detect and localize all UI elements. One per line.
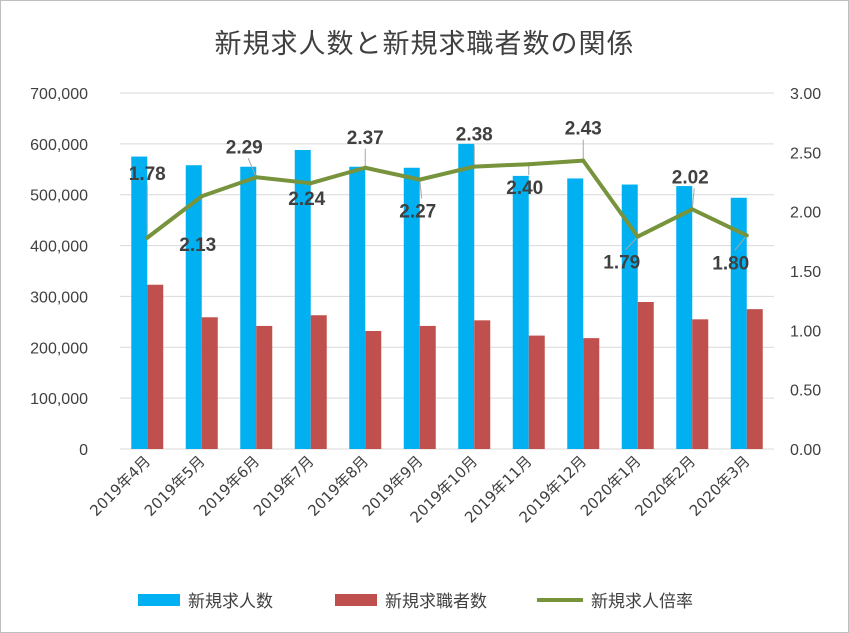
leader-line bbox=[691, 188, 695, 210]
bar-new-job-openings bbox=[131, 156, 148, 450]
ratio-data-label: 2.02 bbox=[672, 167, 709, 188]
ratio-point bbox=[145, 235, 150, 240]
bar-new-job-openings bbox=[403, 167, 420, 449]
y-right-tick-label: 0.00 bbox=[790, 442, 821, 459]
leader-lines bbox=[146, 139, 748, 251]
y-left-tick-label: 100,000 bbox=[30, 391, 88, 408]
legend-label: 新規求人数 bbox=[188, 592, 273, 612]
y-right-tick-label: 2.50 bbox=[790, 145, 821, 162]
ratio-point bbox=[363, 165, 368, 170]
bar-new-job-seekers bbox=[147, 284, 164, 449]
ratio-point bbox=[526, 162, 531, 167]
bar-new-job-seekers bbox=[310, 315, 327, 449]
legend-item: 新規求人数 bbox=[138, 592, 273, 612]
ratio-point bbox=[199, 194, 204, 199]
y-left-ticks: 0 100,000 200,000 300,000 400,000 500,000 600,… bbox=[30, 86, 88, 459]
bar-new-job-openings bbox=[567, 178, 584, 449]
bar-new-job-seekers bbox=[746, 309, 763, 449]
ratio-point bbox=[690, 207, 695, 212]
leader-line bbox=[247, 158, 257, 178]
bar-new-job-openings bbox=[730, 197, 747, 449]
y-right-tick-label: 0.50 bbox=[790, 383, 821, 400]
y-left-tick-label: 0 bbox=[79, 442, 88, 459]
y-left-tick-label: 700,000 bbox=[30, 86, 88, 103]
y-right-tick-label: 3.00 bbox=[790, 86, 821, 103]
bar-new-job-seekers bbox=[528, 335, 545, 449]
ratio-data-label: 2.13 bbox=[179, 235, 216, 256]
bar-new-job-seekers bbox=[583, 338, 600, 449]
y-right-tick-label: 1.00 bbox=[790, 323, 821, 340]
y-right-tick-label: 2.00 bbox=[790, 205, 821, 222]
leader-line bbox=[734, 235, 748, 251]
ratio-point bbox=[581, 158, 586, 163]
bar-new-job-openings bbox=[512, 175, 529, 449]
ratio-data-label: 2.38 bbox=[456, 125, 493, 146]
ratio-line bbox=[145, 158, 749, 240]
legend-swatch bbox=[138, 594, 180, 606]
bar-new-job-seekers bbox=[692, 319, 709, 449]
legend-label: 新規求職者数 bbox=[385, 592, 487, 612]
y-left-tick-label: 500,000 bbox=[30, 188, 88, 205]
bar-new-job-openings bbox=[621, 184, 638, 450]
bar-new-job-openings bbox=[240, 166, 257, 449]
ratio-point bbox=[744, 233, 749, 238]
x-ticks: 2019年4月2019年5月2019年6月2019年7月2019年8月2019年… bbox=[86, 452, 753, 526]
y-left-tick-label: 200,000 bbox=[30, 340, 88, 357]
bar-new-job-openings bbox=[294, 149, 311, 449]
data-labels: 1.78 2.13 2.29 2.24 2.37 2.27 2.38 2.40 2.43 1.79… bbox=[129, 119, 749, 275]
ratio-data-label: 2.24 bbox=[288, 189, 325, 210]
y-right-ticks: 0.00 0.50 1.00 1.50 2.00 2.50 3.00 bbox=[790, 86, 821, 459]
ratio-point bbox=[254, 175, 259, 180]
y-left-tick-label: 600,000 bbox=[30, 137, 88, 154]
ratio-point bbox=[472, 164, 477, 169]
ratio-data-label: 2.40 bbox=[506, 178, 543, 199]
y-left-tick-label: 300,000 bbox=[30, 289, 88, 306]
bar-new-job-seekers bbox=[474, 320, 491, 449]
bar-new-job-openings bbox=[185, 165, 202, 449]
bars bbox=[131, 143, 763, 450]
ratio-point bbox=[308, 181, 313, 186]
ratio-line-path bbox=[146, 158, 748, 240]
legend-item: 新規求職者数 bbox=[335, 592, 487, 612]
ratio-data-label: 1.80 bbox=[712, 253, 749, 274]
ratio-point bbox=[635, 234, 640, 239]
ratio-data-label: 2.37 bbox=[347, 128, 384, 149]
bar-new-job-seekers bbox=[637, 302, 654, 449]
y-left-tick-label: 400,000 bbox=[30, 239, 88, 256]
legend-swatch bbox=[335, 594, 377, 606]
bar-new-job-seekers bbox=[419, 325, 436, 449]
ratio-data-label: 2.29 bbox=[226, 137, 263, 158]
leader-line bbox=[625, 236, 639, 250]
legend-label: 新規求人倍率 bbox=[591, 592, 693, 612]
ratio-data-label: 1.79 bbox=[603, 253, 640, 274]
ratio-data-label: 2.27 bbox=[399, 202, 436, 223]
bar-new-job-openings bbox=[676, 186, 693, 449]
gridlines bbox=[120, 92, 774, 450]
leader-line bbox=[419, 179, 423, 199]
ratio-data-label: 2.43 bbox=[565, 119, 602, 140]
bar-new-job-openings bbox=[349, 166, 366, 449]
bar-new-job-seekers bbox=[201, 317, 218, 449]
bar-new-job-seekers bbox=[256, 325, 273, 449]
legend: 新規求人数 新規求職者数 新規求人倍率 bbox=[138, 592, 693, 612]
y-right-tick-label: 1.50 bbox=[790, 264, 821, 281]
legend-item: 新規求人倍率 bbox=[537, 592, 693, 612]
ratio-point bbox=[417, 177, 422, 182]
bar-new-job-openings bbox=[458, 143, 475, 449]
ratio-data-label: 1.78 bbox=[129, 164, 166, 185]
bar-new-job-seekers bbox=[365, 331, 382, 449]
chart-title: 新規求人数と新規求職者数の関係 bbox=[214, 29, 635, 60]
